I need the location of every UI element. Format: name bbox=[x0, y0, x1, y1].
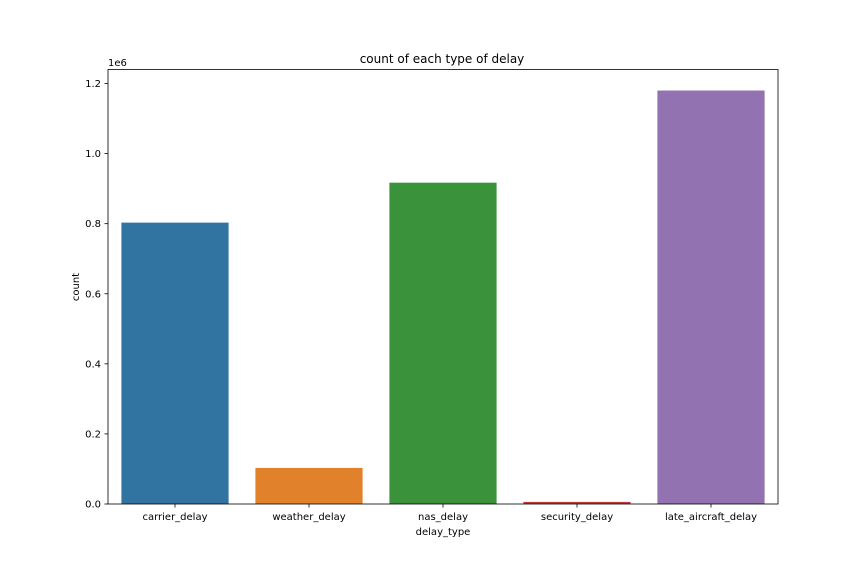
y-tick-label: 1.0 bbox=[85, 149, 101, 160]
x-axis-label: delay_type bbox=[416, 527, 471, 538]
bar-carrier-delay bbox=[121, 222, 229, 504]
y-tick-label: 1.2 bbox=[85, 79, 101, 90]
bars-group bbox=[121, 90, 765, 504]
chart-title: count of each type of delay bbox=[360, 52, 525, 66]
x-tick-label: late_aircraft_delay bbox=[665, 512, 757, 523]
x-ticks-group: carrier_delay weather_delay nas_delay secur… bbox=[142, 504, 757, 523]
y-axis-offset-label: 1e6 bbox=[108, 58, 127, 69]
y-axis-label: count bbox=[71, 273, 82, 301]
y-tick-label: 0.8 bbox=[85, 219, 101, 230]
x-tick-label: weather_delay bbox=[272, 512, 345, 523]
y-tick-label: 0.4 bbox=[85, 359, 101, 370]
x-tick-label: security_delay bbox=[541, 512, 613, 523]
x-tick-label: nas_delay bbox=[418, 512, 468, 523]
y-ticks-group: 0.0 0.2 0.4 0.6 0.8 1.0 1.2 bbox=[85, 79, 108, 511]
bar-weather-delay bbox=[255, 467, 363, 504]
plot-frame bbox=[107, 69, 779, 505]
y-tick-label: 0.6 bbox=[85, 289, 101, 300]
x-tick-label: carrier_delay bbox=[142, 512, 207, 523]
bar-nas-delay bbox=[389, 182, 497, 504]
y-tick-label: 0.0 bbox=[85, 500, 101, 511]
bar-security-delay bbox=[523, 501, 631, 504]
bar-late-aircraft-delay bbox=[657, 90, 765, 504]
y-tick-label: 0.2 bbox=[85, 429, 101, 440]
